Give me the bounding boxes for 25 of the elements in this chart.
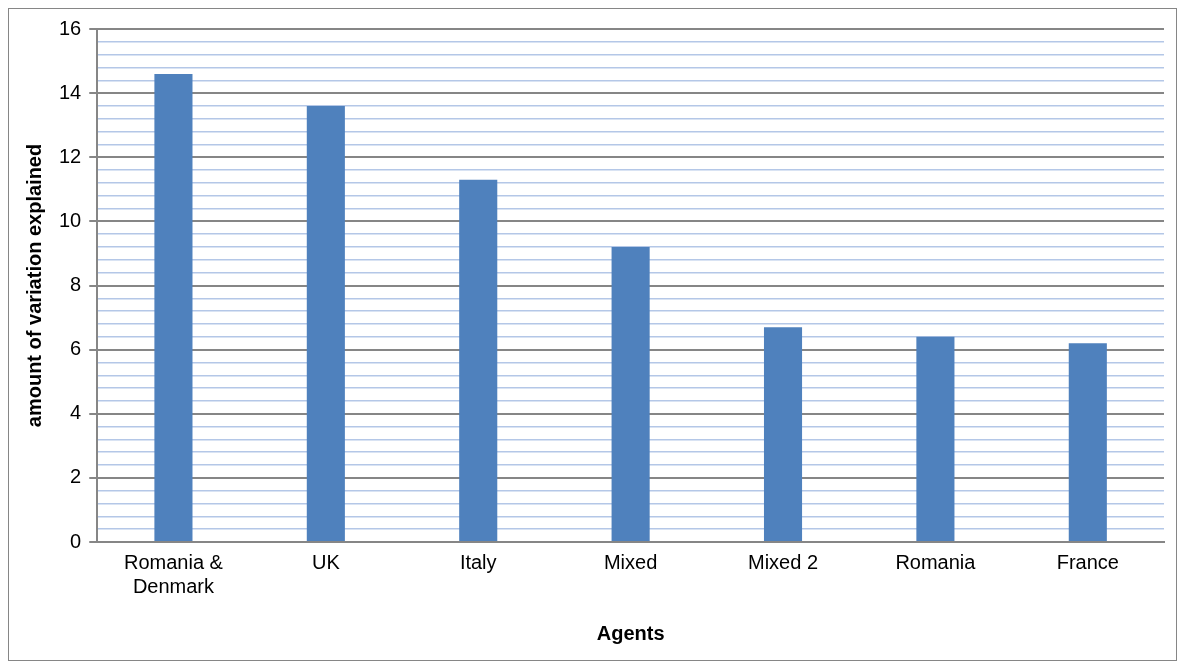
y-tick-label: 10 — [59, 208, 82, 231]
x-tick-label: Romania — [895, 550, 977, 573]
bar — [1068, 343, 1107, 541]
y-tick-label: 8 — [70, 273, 82, 296]
bar — [916, 336, 955, 541]
x-tick-label: Mixed — [603, 550, 658, 573]
x-tick-label: France — [1056, 550, 1119, 573]
y-axis-title: amount of variation explained — [22, 143, 45, 428]
y-tick-label: 6 — [70, 337, 82, 360]
bar — [763, 327, 803, 541]
x-tick-label: Romania & Denmark — [123, 550, 224, 597]
y-tick-label: 14 — [59, 80, 82, 103]
y-tick-label: 0 — [70, 529, 82, 552]
x-axis-title: Agents — [596, 621, 665, 644]
bar — [306, 105, 345, 541]
y-tick-label: 4 — [70, 401, 82, 424]
x-tick-label: UK — [311, 550, 341, 573]
x-tick-label: Mixed 2 — [748, 550, 819, 573]
bar — [459, 179, 498, 541]
bar — [154, 73, 193, 541]
y-tick-label: 2 — [70, 465, 82, 488]
bar — [611, 247, 650, 541]
y-tick-label: 12 — [59, 144, 82, 167]
y-tick-label: 16 — [59, 16, 82, 39]
x-tick-label: Italy — [459, 550, 497, 573]
